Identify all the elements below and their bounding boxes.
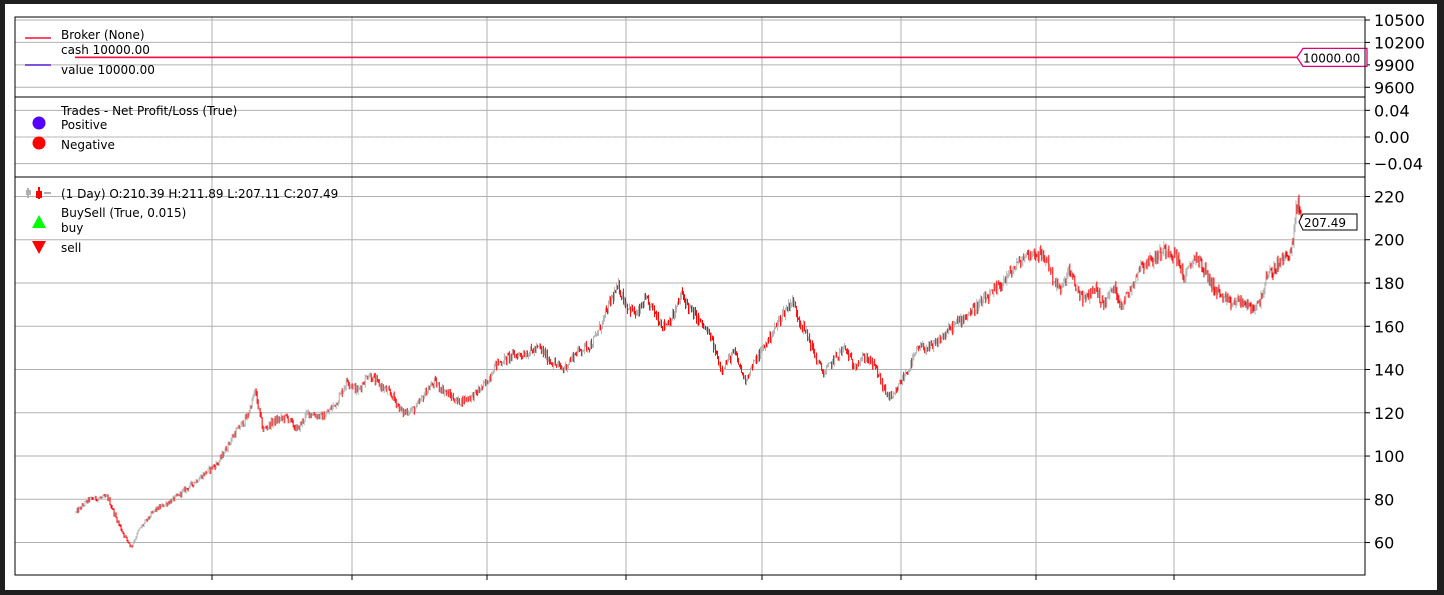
trades-panel: 0.04 0.00 −0.04 Trades - Net Profit/Loss (… xyxy=(14,96,1423,178)
broker-y-tick-label: 9900 xyxy=(1374,56,1415,75)
trades-legend: Trades - Net Profit/Loss (True)Positive N… xyxy=(32,104,237,152)
price-y-tick-label: 100 xyxy=(1374,447,1405,466)
price-y-tick-label: 160 xyxy=(1374,317,1405,336)
price-last-value-box xyxy=(1298,213,1358,231)
trades-y-tick-label: 0.00 xyxy=(1374,128,1410,147)
price-grid xyxy=(15,177,1365,575)
price-y-tick-label: 80 xyxy=(1374,490,1394,509)
broker-legend-label: cash 10000.00 xyxy=(61,43,150,57)
broker-legend-label: value 10000.00 xyxy=(61,63,155,77)
broker-panel: 10500 10200 9900 9600 Broker (None)cash 100… xyxy=(14,11,1425,98)
price-panel: 220 200 180 160 140 120 100 80 60 (1 Day) O:210.… xyxy=(14,176,1405,576)
broker-y-tick-label: 10200 xyxy=(1374,33,1425,52)
price-y-tick-label: 220 xyxy=(1374,187,1405,206)
price-y-tick-label: 120 xyxy=(1374,404,1405,423)
sell-legend-marker xyxy=(32,241,46,254)
price-y-tick-label: 140 xyxy=(1374,361,1405,380)
x-axis-ticks xyxy=(211,575,1175,580)
broker-last-value-box xyxy=(1296,47,1368,68)
broker-last-value-label: 10000.00 xyxy=(1296,47,1368,68)
price-legend: (1 Day) O:210.39 H:211.89 L:207.11 C:207… xyxy=(26,187,338,255)
trades-legend-label: Positive xyxy=(61,118,107,132)
broker-y-axis: 10500 10200 9900 9600 xyxy=(1365,11,1425,97)
trades-y-tick-label: −0.04 xyxy=(1374,155,1423,174)
trades-legend-label: Trades - Net Profit/Loss (True) xyxy=(60,104,237,118)
price-last-value-text: 207.49 xyxy=(1304,216,1346,230)
trades-y-axis: 0.04 0.00 −0.04 xyxy=(1365,101,1423,174)
candle-legend-up-body xyxy=(26,190,31,195)
buy-legend-marker xyxy=(32,215,46,228)
chart-canvas: 10500 10200 9900 9600 Broker (None)cash 100… xyxy=(14,11,1425,580)
candle-legend-down-body xyxy=(36,191,42,198)
broker-grid xyxy=(15,17,1365,97)
trades-y-tick-label: 0.04 xyxy=(1374,101,1410,120)
price-legend-label: buy xyxy=(61,221,83,235)
trades-legend-marker xyxy=(32,116,46,130)
price-y-tick-label: 180 xyxy=(1374,274,1405,293)
price-legend-label: BuySell (True, 0.015) xyxy=(61,206,186,220)
price-y-tick-label: 60 xyxy=(1374,534,1394,553)
broker-legend-label: Broker (None) xyxy=(61,28,145,42)
price-last-value-label: 207.49 xyxy=(1298,213,1358,231)
price-legend-label: sell xyxy=(61,241,81,255)
trades-legend-label: Negative xyxy=(61,138,115,152)
price-y-tick-label: 200 xyxy=(1374,231,1405,250)
price-y-axis: 220 200 180 160 140 120 100 80 60 xyxy=(1365,187,1405,553)
broker-last-value-text: 10000.00 xyxy=(1303,51,1360,65)
trades-legend-marker xyxy=(32,136,46,150)
price-legend-ohlc: (1 Day) O:210.39 H:211.89 L:207.11 C:207… xyxy=(61,187,338,201)
broker-legend: Broker (None)cash 10000.00 value 10000.00 xyxy=(25,28,155,77)
broker-y-tick-label: 10500 xyxy=(1374,11,1425,30)
broker-y-tick-label: 9600 xyxy=(1374,78,1415,97)
price-frame xyxy=(14,176,1366,576)
candles xyxy=(75,194,1303,548)
figure: 10500 10200 9900 9600 Broker (None) cash 100… xyxy=(5,4,1437,590)
